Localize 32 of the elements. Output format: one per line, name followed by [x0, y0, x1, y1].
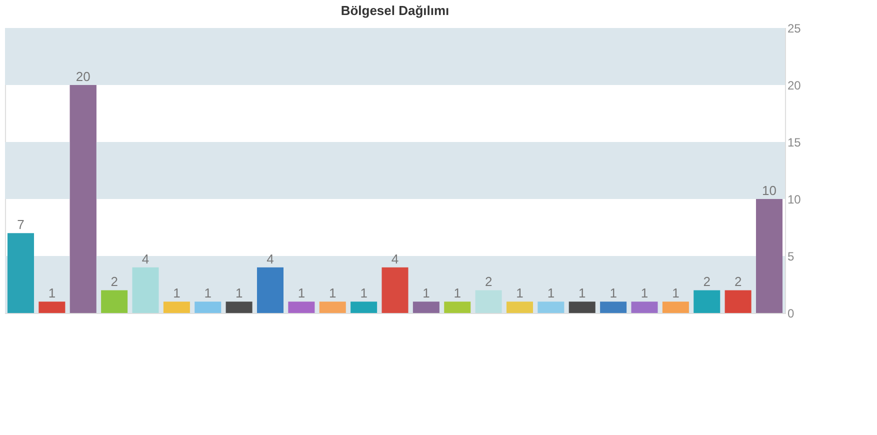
data-label: 7 [17, 217, 24, 232]
data-label: 1 [578, 286, 586, 301]
data-label: 2 [703, 274, 710, 290]
data-label: 2 [734, 274, 742, 290]
y-tick-label: 20 [788, 78, 802, 92]
data-label: 1 [173, 286, 180, 301]
y-tick-label: 25 [788, 22, 802, 36]
data-label: 4 [266, 251, 274, 266]
data-label: 1 [235, 286, 243, 301]
data-label: 2 [110, 274, 118, 290]
y-tick-label: 10 [788, 192, 802, 206]
data-label: 1 [454, 286, 461, 301]
data-label: 2 [484, 274, 492, 290]
chart-title: Bölgesel Dağılımı [340, 3, 450, 18]
y-tick-label: 0 [788, 306, 794, 320]
data-label: 1 [298, 286, 306, 301]
data-label: 10 [762, 183, 776, 198]
data-label: 1 [360, 286, 368, 301]
data-label: 1 [329, 286, 336, 301]
data-label: 1 [672, 286, 680, 301]
data-label: 1 [640, 286, 648, 301]
data-label: 1 [610, 286, 617, 301]
data-label: 1 [422, 286, 430, 301]
data-label: 1 [48, 286, 56, 301]
data-label: 4 [142, 251, 150, 266]
data-label: 1 [547, 286, 555, 301]
data-label: 1 [204, 286, 212, 301]
y-tick-label: 15 [788, 136, 802, 150]
y-tick-label: 5 [788, 250, 794, 264]
data-label: 4 [391, 251, 399, 266]
data-label: 1 [516, 286, 524, 301]
data-label: 20 [76, 69, 90, 84]
